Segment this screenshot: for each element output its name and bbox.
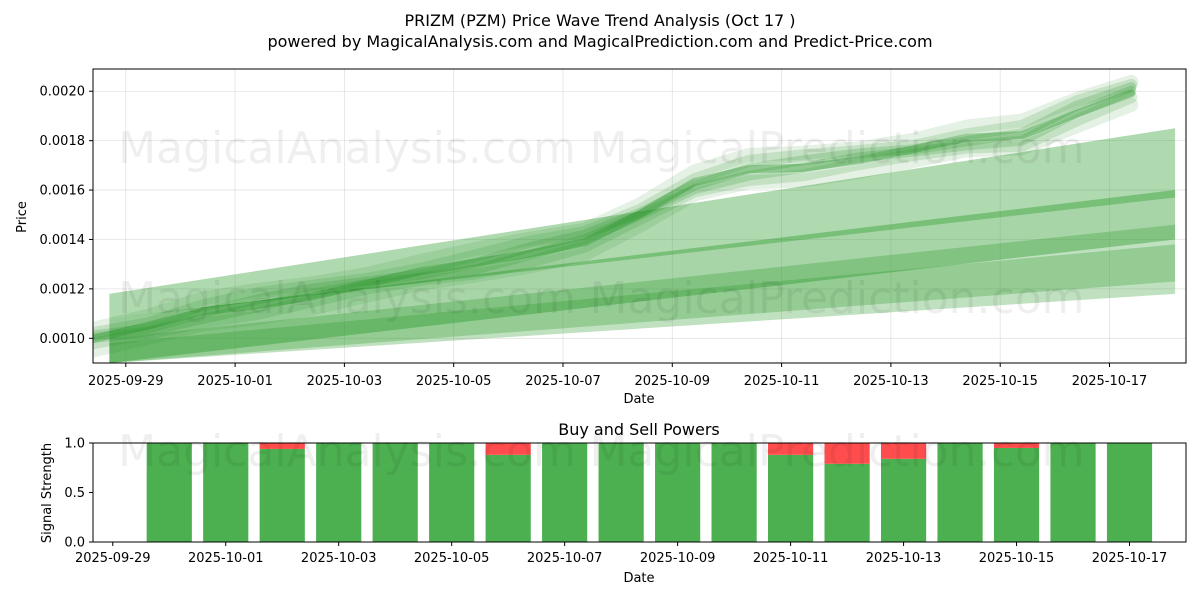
watermark-analysis-bottom: MagicalAnalysis.com — [118, 426, 576, 477]
signal-y-tick-label: 0.0 — [64, 536, 85, 551]
signal-x-tick-label: 2025-09-29 — [75, 551, 151, 566]
signal-x-axis: 2025-09-29 2025-10-01 2025-10-03 2025-10-05… — [75, 542, 1167, 566]
watermark-prediction-mid: MagicalPrediction.com — [590, 273, 1085, 324]
signal-x-tick-label: 2025-10-07 — [527, 551, 603, 566]
price-wave-lines — [93, 74, 1139, 358]
sell-bar — [259, 443, 305, 449]
signal-title: Buy and Sell Powers — [558, 420, 720, 439]
buy-bar — [598, 443, 644, 542]
price-y-tick-label: 0.0012 — [40, 282, 86, 297]
price-x-tick-label: 2025-10-17 — [1072, 374, 1148, 389]
buy-bar — [372, 443, 418, 542]
price-y-axis: 0.0010 0.0012 0.0014 0.0016 0.0018 0.0020 — [40, 85, 93, 347]
trend-band — [109, 190, 1176, 363]
price-wave-line — [93, 89, 1136, 344]
trend-bands — [109, 128, 1176, 363]
buy-bar — [259, 448, 305, 542]
price-x-tick-label: 2025-10-15 — [962, 374, 1038, 389]
price-wave-line — [93, 82, 1137, 341]
sell-bar — [768, 443, 814, 455]
buy-bar — [316, 443, 362, 542]
buy-bar — [993, 447, 1040, 542]
buy-bar — [1106, 443, 1153, 542]
buy-bar — [768, 454, 814, 542]
signal-y-axis: 0.0 0.5 1.0 — [64, 437, 93, 551]
buy-bar — [203, 443, 249, 542]
sell-bar — [880, 443, 927, 459]
price-wave-line — [93, 85, 1137, 344]
sell-bar — [993, 443, 1040, 448]
price-x-tick-label: 2025-10-09 — [635, 374, 711, 389]
price-y-tick-label: 0.0020 — [40, 85, 86, 100]
price-wave-line — [93, 74, 1139, 336]
price-y-tick-label: 0.0018 — [40, 134, 86, 149]
price-wave-line — [93, 79, 1138, 340]
buy-bar — [542, 443, 588, 542]
sell-bar — [824, 443, 870, 464]
price-x-tick-label: 2025-10-11 — [744, 374, 820, 389]
price-y-label: Price — [15, 201, 30, 233]
signal-x-label: Date — [623, 571, 654, 586]
signal-x-tick-label: 2025-10-05 — [414, 551, 490, 566]
price-x-tick-label: 2025-10-01 — [197, 374, 273, 389]
price-wave-line — [93, 97, 1139, 358]
trend-band — [109, 128, 1176, 319]
signal-x-tick-label: 2025-10-17 — [1092, 551, 1168, 566]
signal-x-tick-label: 2025-10-13 — [866, 551, 942, 566]
signal-x-tick-label: 2025-10-15 — [979, 551, 1055, 566]
price-x-tick-label: 2025-10-05 — [416, 374, 492, 389]
price-grid — [93, 69, 1186, 363]
buy-bar — [880, 458, 927, 542]
trend-band — [109, 224, 1176, 363]
price-y-tick-label: 0.0014 — [40, 233, 86, 248]
buy-bar — [429, 443, 475, 542]
price-plot-frame — [92, 68, 1187, 364]
watermark-prediction-top: MagicalPrediction.com — [590, 123, 1085, 174]
buy-bar — [485, 454, 531, 542]
buy-bar — [824, 463, 870, 542]
buy-bar — [1050, 443, 1096, 542]
watermark-analysis-top: MagicalAnalysis.com — [118, 123, 576, 174]
signal-x-tick-label: 2025-10-11 — [753, 551, 829, 566]
price-x-label: Date — [623, 392, 654, 407]
chart-subtitle: powered by MagicalAnalysis.com and Magic… — [267, 32, 932, 51]
signal-x-tick-label: 2025-10-09 — [640, 551, 716, 566]
buy-bar — [146, 443, 192, 542]
price-x-axis: 2025-09-29 2025-10-01 2025-10-03 2025-10-05… — [88, 363, 1147, 389]
price-x-tick-label: 2025-10-13 — [853, 374, 929, 389]
price-wave-line — [93, 91, 1138, 350]
price-y-tick-label: 0.0010 — [40, 332, 86, 347]
signal-y-tick-label: 1.0 — [64, 437, 85, 452]
watermark-analysis-mid: MagicalAnalysis.com — [118, 273, 576, 324]
signal-plot: Buy and Sell Powers MagicalAnalysis.com … — [40, 420, 1187, 586]
signal-bars — [146, 443, 1153, 542]
buy-bar — [711, 443, 757, 542]
buy-bar — [655, 443, 701, 542]
chart-title: PRIZM (PZM) Price Wave Trend Analysis (O… — [405, 11, 796, 30]
watermark-prediction-bottom: MagicalPrediction.com — [590, 426, 1085, 477]
signal-y-tick-label: 0.5 — [64, 486, 85, 501]
trend-band — [109, 244, 1176, 363]
price-plot-background — [93, 69, 1186, 363]
price-x-tick-label: 2025-10-07 — [525, 374, 601, 389]
price-x-tick-label: 2025-09-29 — [88, 374, 164, 389]
buy-bar — [937, 443, 983, 542]
signal-x-tick-label: 2025-10-01 — [188, 551, 264, 566]
price-x-tick-label: 2025-10-03 — [307, 374, 383, 389]
signal-y-label: Signal Strength — [40, 443, 55, 543]
price-plot: MagicalAnalysis.com MagicalPrediction.co… — [15, 68, 1187, 407]
signal-x-tick-label: 2025-10-03 — [301, 551, 377, 566]
price-y-tick-label: 0.0016 — [40, 184, 86, 199]
sell-bar — [485, 443, 531, 455]
